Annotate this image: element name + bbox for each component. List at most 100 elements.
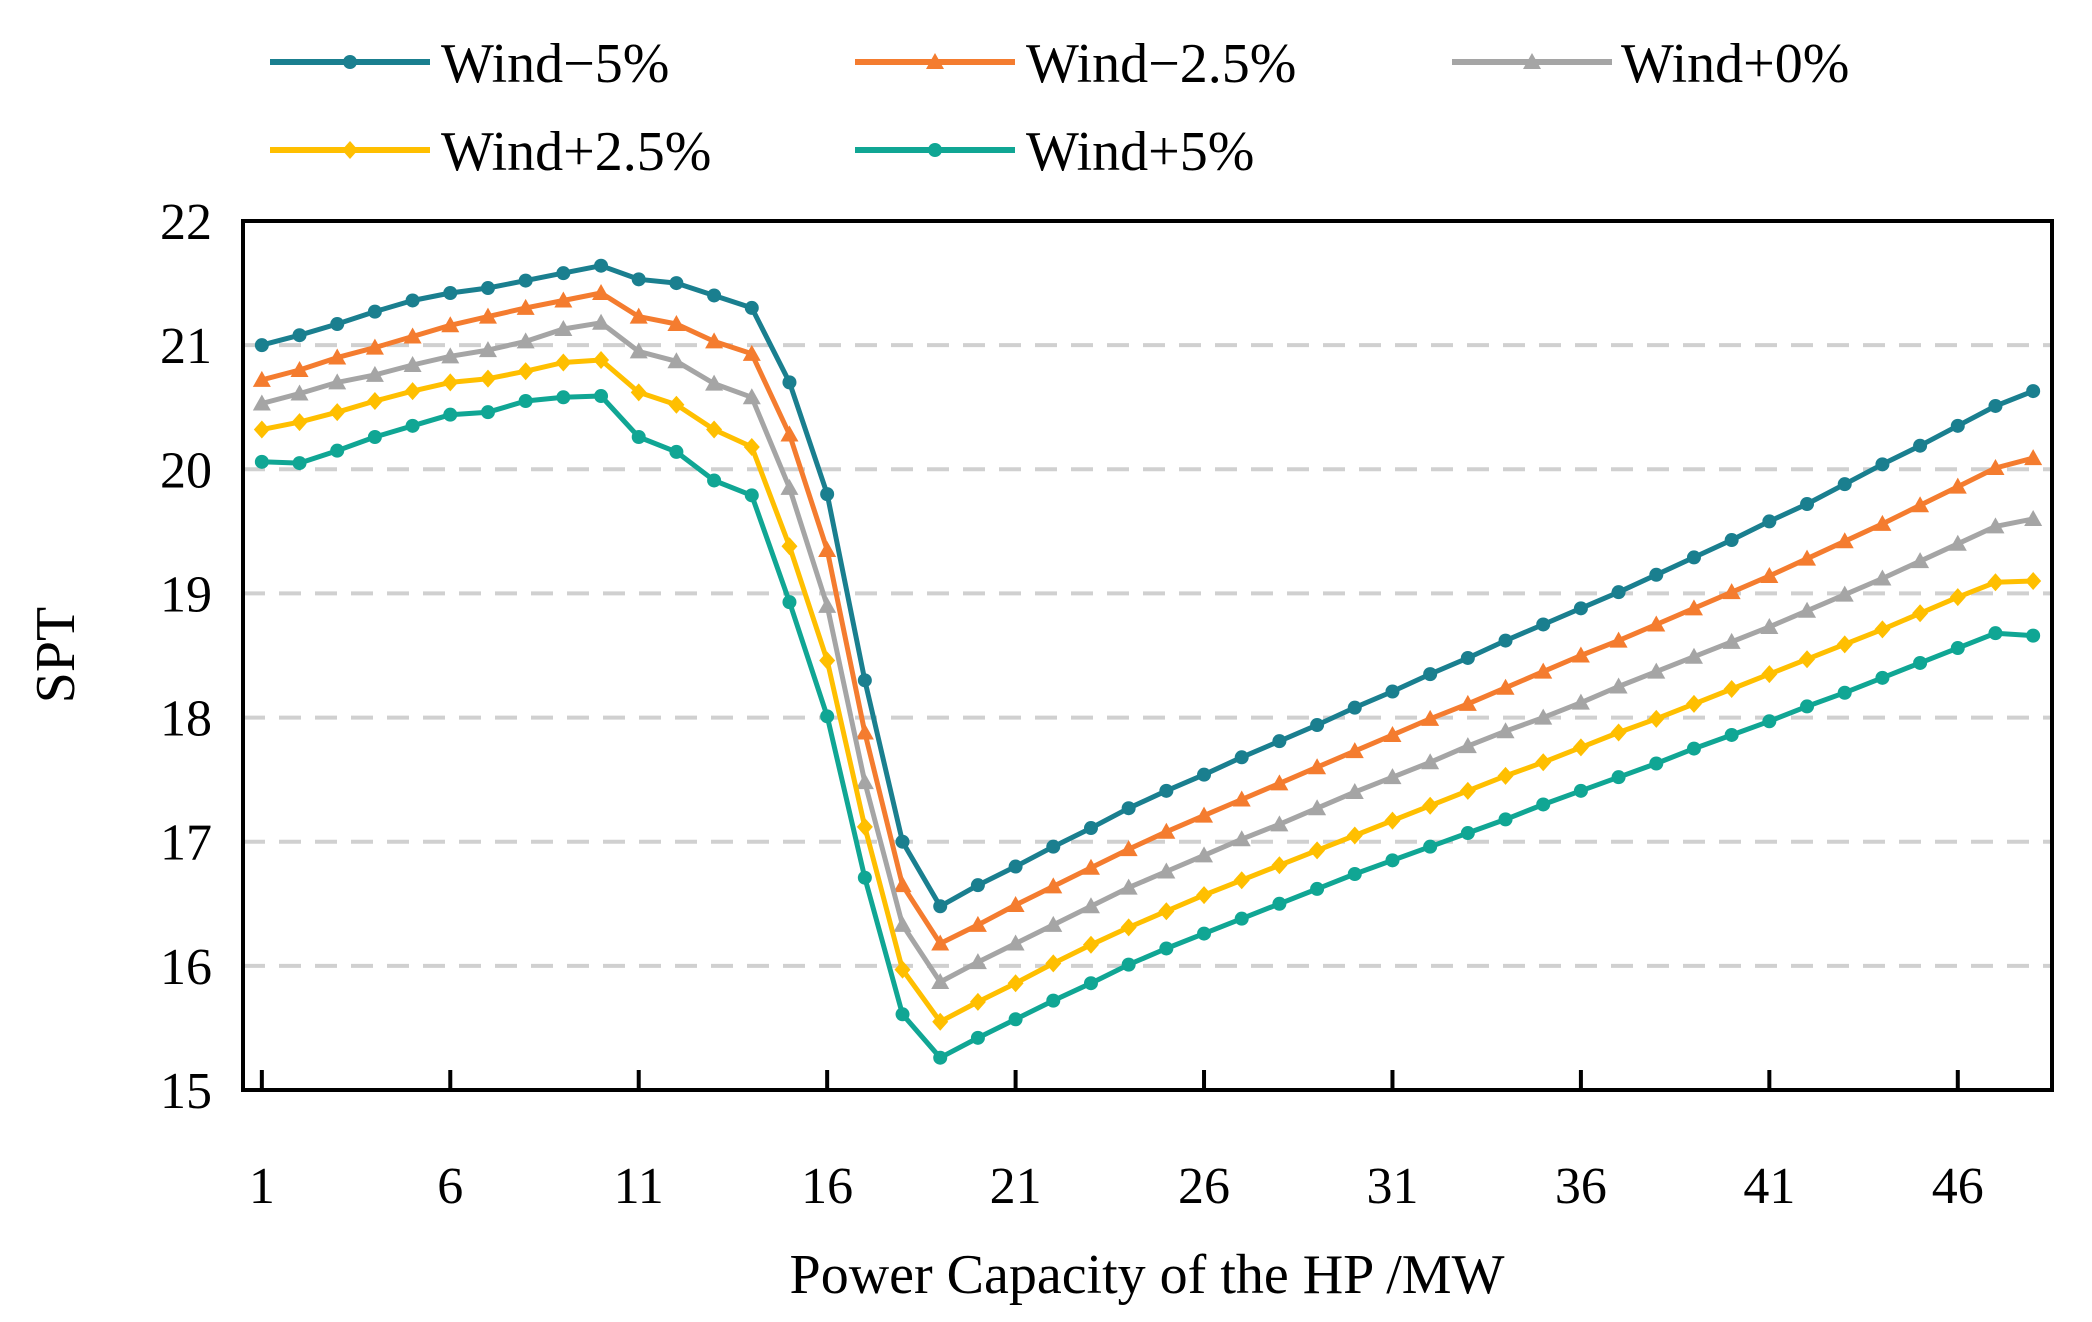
data-point bbox=[254, 338, 269, 353]
data-point bbox=[706, 420, 723, 439]
data-point bbox=[1195, 806, 1214, 823]
data-point bbox=[1875, 457, 1890, 472]
data-point bbox=[1572, 738, 1589, 757]
data-point bbox=[1460, 650, 1475, 665]
data-point bbox=[1571, 693, 1590, 710]
x-tick-label: 21 bbox=[990, 1158, 1042, 1215]
data-point bbox=[367, 304, 382, 319]
data-point bbox=[1573, 601, 1588, 616]
x-tick-label: 36 bbox=[1555, 1158, 1607, 1215]
data-point bbox=[1762, 514, 1777, 529]
data-point bbox=[556, 390, 571, 405]
data-point bbox=[343, 55, 357, 69]
data-point bbox=[1197, 767, 1212, 782]
data-point bbox=[518, 394, 533, 409]
data-point bbox=[818, 596, 837, 613]
data-point bbox=[1385, 684, 1400, 699]
data-point bbox=[970, 1030, 985, 1045]
data-point bbox=[1647, 615, 1666, 632]
data-point bbox=[365, 338, 384, 355]
data-point bbox=[1761, 665, 1778, 684]
y-tick-label: 19 bbox=[160, 566, 212, 623]
data-point bbox=[554, 320, 573, 337]
data-point bbox=[1119, 878, 1138, 895]
y-tick-labels: 15 16 17 18 19 20 21 22 bbox=[160, 194, 212, 1120]
legend-item: Wind+2.5% bbox=[270, 121, 711, 183]
data-point bbox=[1835, 532, 1854, 549]
legend-label: Wind+2.5% bbox=[441, 121, 711, 183]
data-point bbox=[1835, 585, 1854, 602]
x-tick-label: 46 bbox=[1932, 1158, 1984, 1215]
data-point bbox=[2024, 509, 2043, 526]
data-point bbox=[342, 141, 358, 159]
data-point bbox=[1121, 957, 1136, 972]
data-point bbox=[630, 383, 647, 402]
data-point bbox=[1762, 714, 1777, 729]
data-point bbox=[1383, 768, 1402, 785]
data-point bbox=[1383, 725, 1402, 742]
data-point bbox=[1760, 567, 1779, 584]
y-tick-label: 17 bbox=[160, 815, 212, 872]
data-point bbox=[970, 878, 985, 893]
data-point bbox=[441, 316, 460, 333]
series bbox=[253, 351, 2042, 1031]
data-point bbox=[1873, 514, 1892, 531]
data-point bbox=[1423, 667, 1438, 682]
data-point bbox=[555, 353, 572, 372]
data-point bbox=[290, 384, 309, 401]
legend-item: Wind−2.5% bbox=[855, 33, 1296, 95]
data-point bbox=[1949, 588, 1966, 607]
data-point bbox=[1573, 783, 1588, 798]
data-point bbox=[1648, 709, 1665, 728]
data-point bbox=[1233, 871, 1250, 890]
data-point bbox=[1083, 821, 1098, 836]
data-point bbox=[1310, 718, 1325, 733]
data-point bbox=[1120, 918, 1137, 937]
data-point bbox=[744, 488, 759, 503]
x-tick-label: 26 bbox=[1178, 1158, 1230, 1215]
data-point bbox=[1686, 741, 1701, 756]
data-point bbox=[1611, 585, 1626, 600]
data-point bbox=[1760, 617, 1779, 634]
y-tick-label: 21 bbox=[160, 318, 212, 375]
data-point bbox=[1422, 796, 1439, 815]
data-point bbox=[1498, 812, 1513, 827]
data-point bbox=[1497, 766, 1514, 785]
data-point bbox=[629, 307, 648, 324]
x-tick-label: 31 bbox=[1366, 1158, 1418, 1215]
data-point bbox=[1459, 781, 1476, 800]
data-point bbox=[2026, 628, 2041, 643]
data-point bbox=[592, 284, 611, 301]
data-point bbox=[932, 1012, 949, 1031]
data-point bbox=[895, 834, 910, 849]
data-point bbox=[1157, 862, 1176, 879]
data-point bbox=[1571, 646, 1590, 663]
data-point bbox=[404, 382, 421, 401]
data-point bbox=[1272, 734, 1287, 749]
series-line bbox=[261, 290, 2034, 946]
data-point bbox=[893, 915, 912, 932]
data-point bbox=[820, 487, 835, 502]
legend-item: Wind−5% bbox=[270, 33, 669, 95]
data-point bbox=[1496, 678, 1515, 695]
data-point bbox=[1232, 790, 1251, 807]
x-tick-label: 41 bbox=[1743, 1158, 1795, 1215]
data-point bbox=[480, 281, 495, 296]
data-point bbox=[328, 373, 347, 390]
data-point bbox=[366, 392, 383, 411]
data-point bbox=[1724, 727, 1739, 742]
data-point bbox=[933, 899, 948, 914]
y-tick-label: 16 bbox=[160, 939, 212, 996]
data-point bbox=[1948, 477, 1967, 494]
data-point bbox=[1647, 662, 1666, 679]
data-point bbox=[328, 348, 347, 365]
data-point bbox=[1347, 700, 1362, 715]
x-tick-label: 16 bbox=[801, 1158, 853, 1215]
data-point bbox=[1197, 926, 1212, 941]
data-point bbox=[933, 1050, 948, 1065]
data-point bbox=[1006, 934, 1025, 951]
series-line bbox=[261, 320, 2034, 985]
x-tick-label: 11 bbox=[614, 1158, 664, 1215]
data-point bbox=[1988, 626, 2003, 641]
data-point bbox=[516, 298, 535, 315]
